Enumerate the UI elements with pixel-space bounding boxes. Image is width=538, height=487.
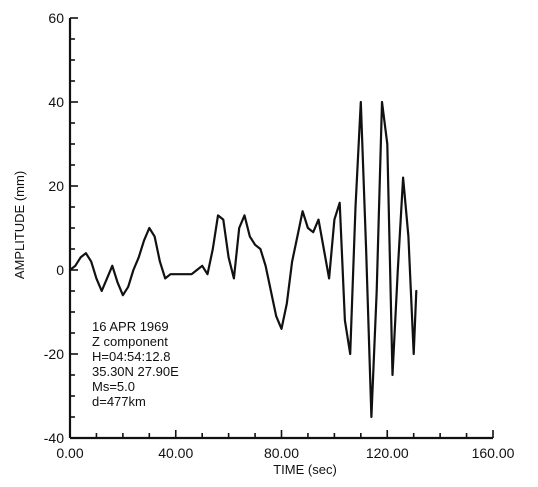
annotation-line: Z component	[92, 334, 168, 349]
y-tick-label: 60	[48, 10, 64, 26]
amplitude-trace	[68, 100, 418, 419]
x-axis-label: TIME (sec)	[273, 462, 337, 477]
x-tick-label: 0.00	[56, 445, 83, 461]
x-tick-label: 80.00	[264, 445, 299, 461]
x-tick-label: 120.00	[366, 445, 409, 461]
y-tick-label: -20	[44, 346, 64, 362]
y-tick-label: 20	[48, 178, 64, 194]
annotation-line: d=477km	[92, 394, 146, 409]
tick-labels: 0.00 40.00 80.00 120.00 160.00 -40 -20 0 20 40 60	[44, 10, 515, 461]
annotation-line: H=04:54:12.8	[92, 349, 170, 364]
annotation-line: 35.30N 27.90E	[92, 364, 179, 379]
x-tick-label: 40.00	[158, 445, 193, 461]
annotation-line: 16 APR 1969	[92, 319, 169, 334]
y-tick-label: -40	[44, 430, 64, 446]
tick-marks	[69, 17, 494, 439]
annotation-line: Ms=5.0	[92, 379, 135, 394]
y-axis-label: AMPLITUDE (mm)	[12, 171, 27, 279]
y-tick-label: 40	[48, 94, 64, 110]
y-tick-label: 0	[56, 262, 64, 278]
x-tick-label: 160.00	[472, 445, 515, 461]
